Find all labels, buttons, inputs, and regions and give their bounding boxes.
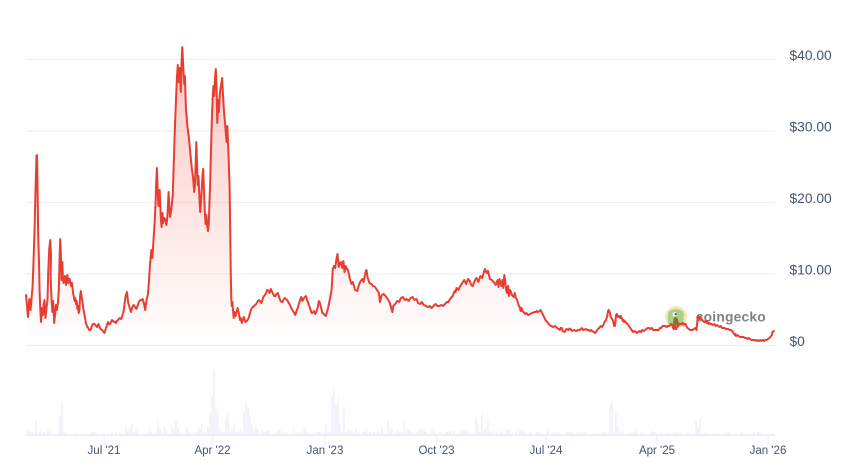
svg-text:Jul '24: Jul '24	[530, 445, 563, 457]
svg-text:$30.00: $30.00	[790, 119, 833, 134]
svg-text:Jan '23: Jan '23	[307, 445, 344, 457]
svg-text:Apr '22: Apr '22	[194, 445, 230, 457]
svg-text:Jan '26: Jan '26	[750, 445, 787, 457]
svg-text:$20.00: $20.00	[790, 191, 833, 206]
svg-text:$0: $0	[790, 334, 806, 349]
svg-text:Jul '21: Jul '21	[88, 445, 121, 457]
svg-text:Apr '25: Apr '25	[639, 445, 675, 457]
svg-text:coingecko: coingecko	[696, 309, 766, 324]
svg-text:$10.00: $10.00	[790, 262, 833, 277]
svg-text:Oct '23: Oct '23	[418, 445, 454, 457]
svg-text:$40.00: $40.00	[790, 48, 833, 63]
